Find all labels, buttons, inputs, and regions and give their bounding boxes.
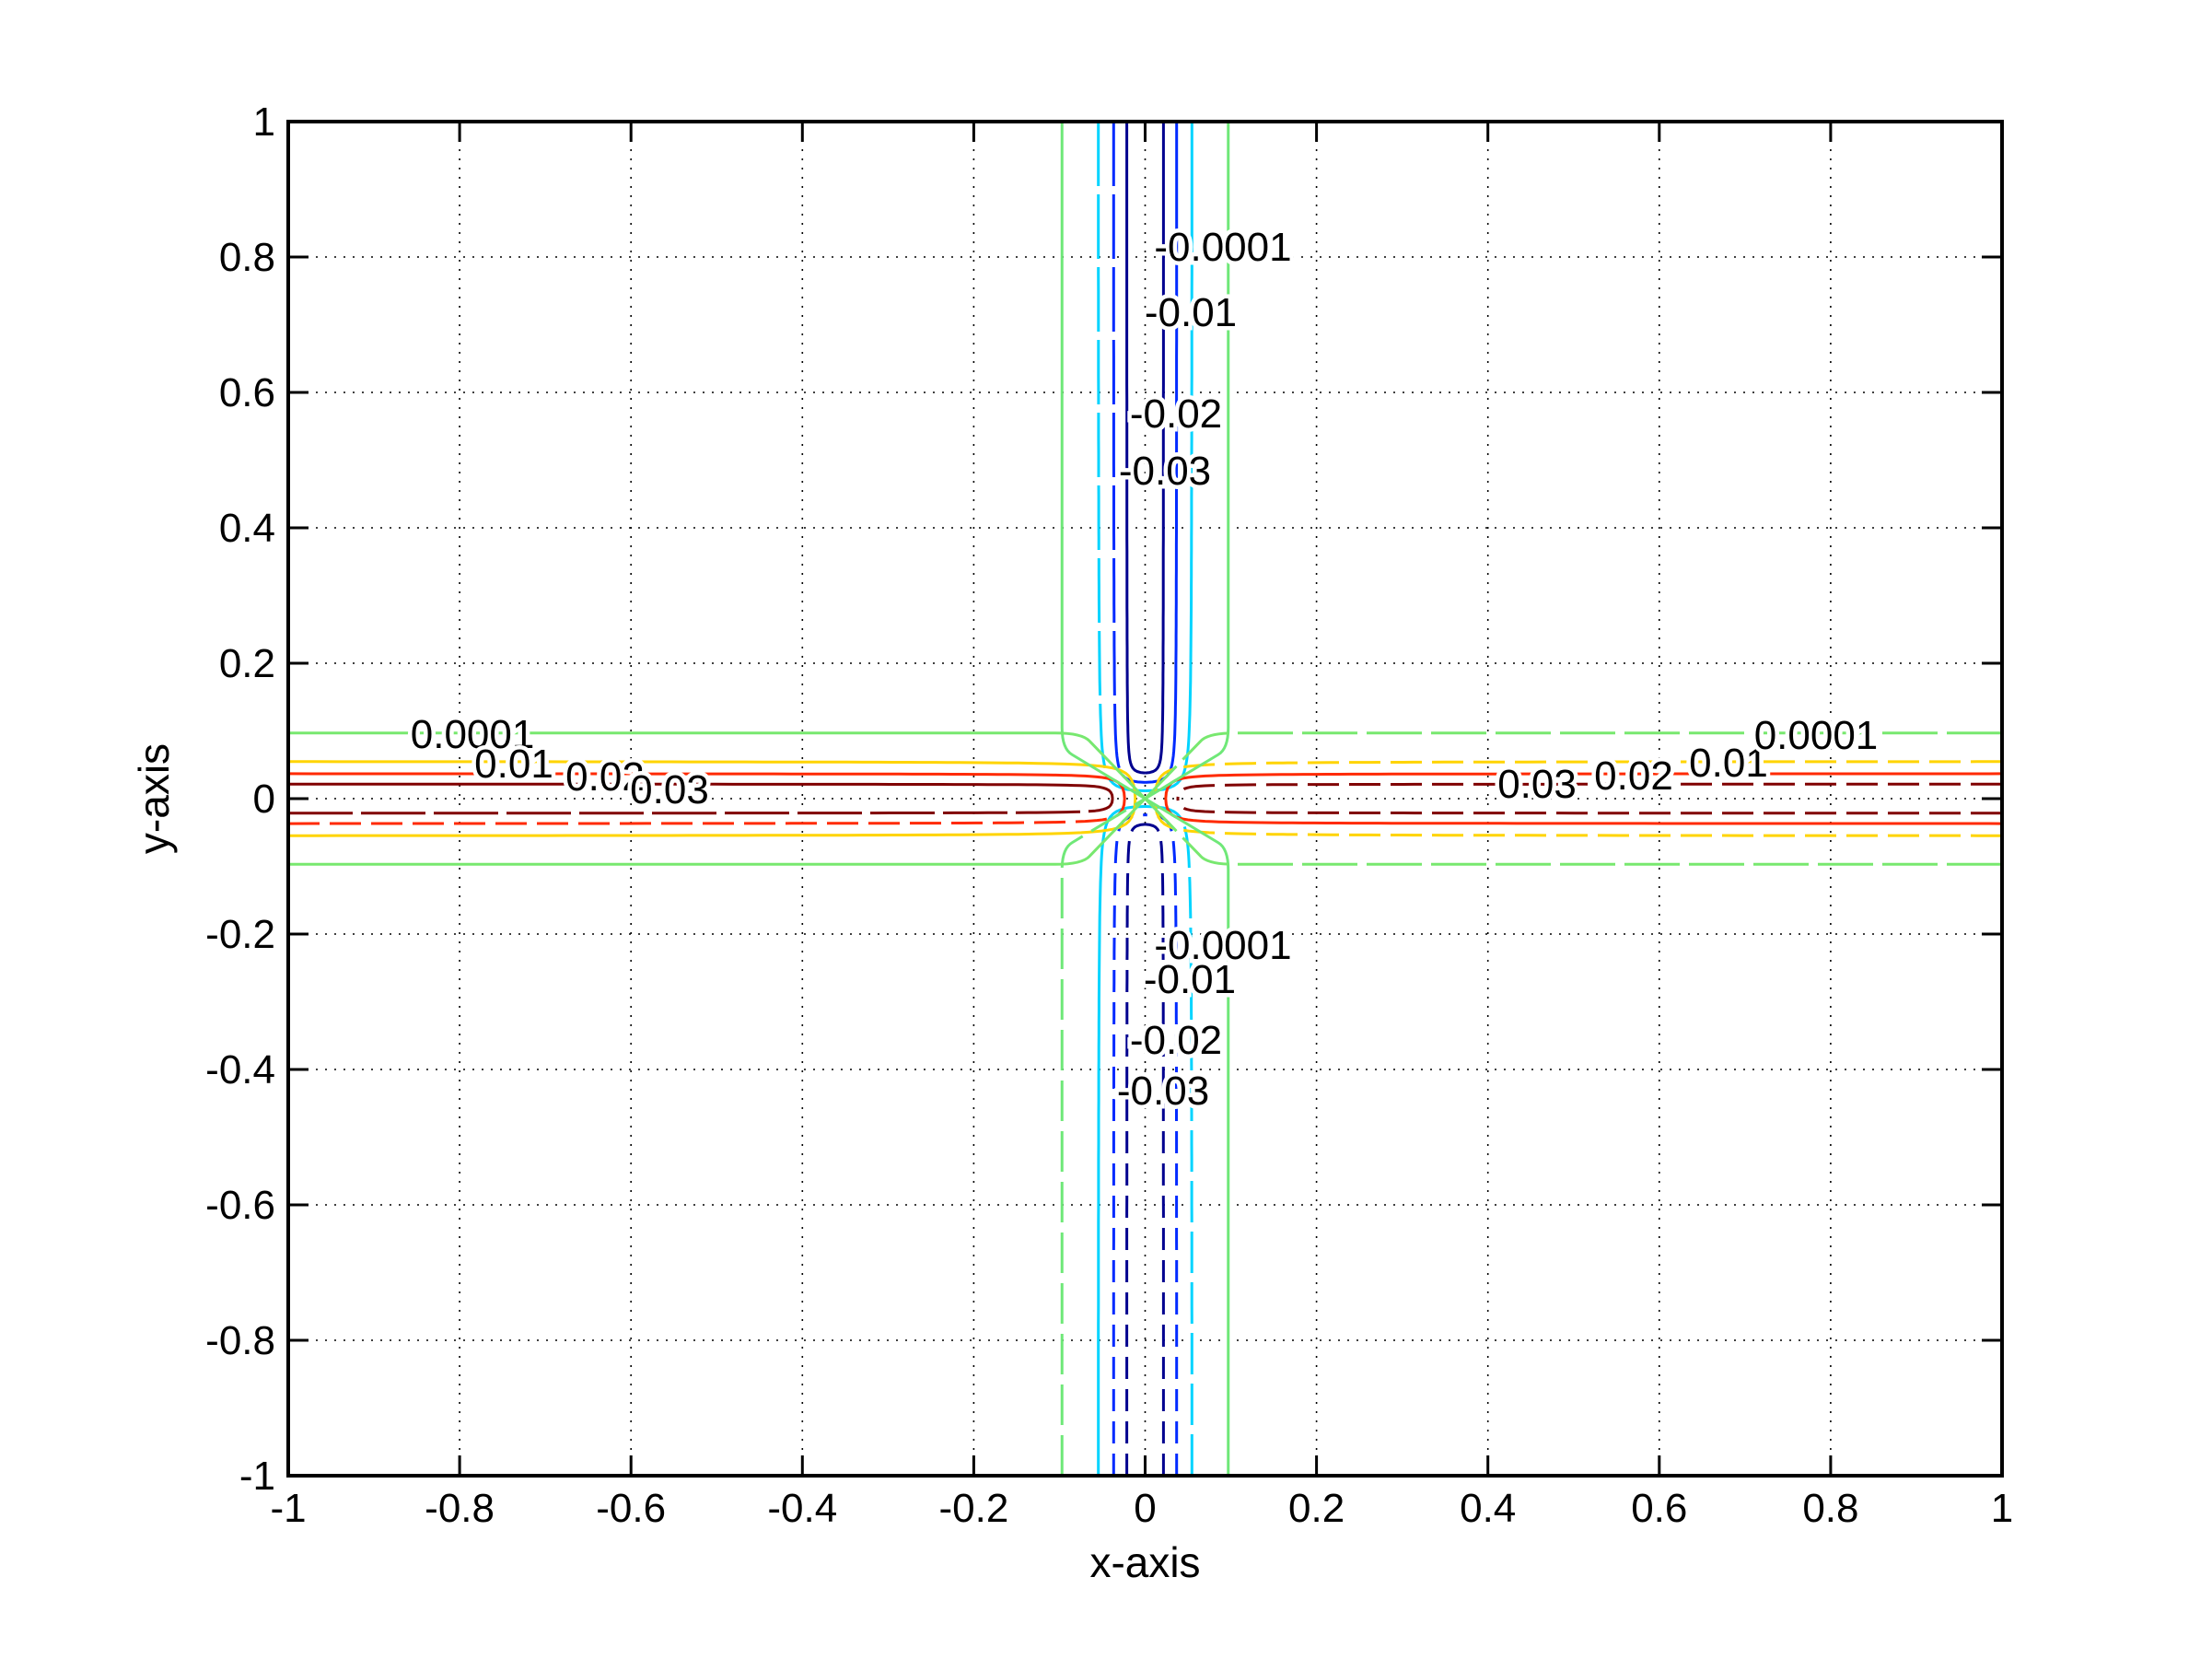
contour-label: 0.0001	[1754, 713, 1879, 758]
axes-frame	[286, 120, 2004, 1478]
contour-label: 0.01	[1689, 741, 1768, 786]
contour-line-0.03	[288, 798, 1114, 815]
contour-label: -0.01	[1145, 290, 1237, 335]
axis-titles: x-axis y-axis	[130, 743, 1201, 1586]
x-tick-label: 1	[1991, 1486, 2013, 1531]
contour-line-0.02	[287, 772, 1126, 800]
y-tick-label: -0.2	[205, 912, 275, 957]
contour-line-0.01	[1153, 798, 2002, 837]
contour-line--0.03	[1125, 823, 1146, 1476]
contour-label: 0.03	[1497, 762, 1577, 807]
contour-line-0.02	[287, 798, 1126, 825]
contour-line-0.01	[1153, 760, 2002, 800]
contour-lines	[287, 122, 2003, 1476]
contour-label: 0.0001	[411, 712, 535, 757]
x-axis-title: x-axis	[1089, 1538, 1200, 1586]
contour-line--0.03	[1145, 122, 1165, 775]
contour-line-0.03	[288, 782, 1114, 800]
contour-line--0.01	[1145, 122, 1193, 792]
contour-label: -0.02	[1130, 391, 1222, 437]
contour-line--0.01	[1097, 122, 1146, 792]
contour-label: 0.03	[630, 767, 709, 812]
tick-labels: -1 -0.8 -0.6 -0.4 -0.2 0 0.2 0.4 0.6 0.8 1 1 0.8 0.6 0…	[205, 99, 2013, 1531]
contour-line-0.0001	[288, 797, 1147, 866]
y-tick-label: -0.6	[205, 1183, 275, 1228]
x-tick-label: -0.8	[425, 1486, 495, 1531]
contour-label: 0.01	[474, 742, 553, 787]
y-tick-label: -1	[239, 1454, 275, 1499]
contour-label: -0.03	[1119, 449, 1211, 494]
contour-label: -0.03	[1117, 1069, 1209, 1114]
contour-line--0.02	[1112, 813, 1146, 1476]
contour-line-0.02	[1164, 798, 2003, 825]
contour-line--0.01	[1145, 805, 1193, 1476]
x-tick-label: -1	[270, 1486, 306, 1531]
contour-line-0.03	[1176, 782, 2002, 800]
x-tick-label: 0.2	[1288, 1486, 1345, 1531]
x-tick-label: -0.4	[767, 1486, 837, 1531]
contour-line-0.01	[288, 760, 1137, 800]
contour-label: -0.02	[1130, 1018, 1222, 1063]
contour-line-0.0001	[1144, 731, 2002, 800]
y-axis-title: y-axis	[130, 743, 178, 854]
contour-line--0.01	[1097, 805, 1146, 1476]
x-tick-label: 0	[1134, 1486, 1156, 1531]
y-tick-label: -0.4	[205, 1047, 275, 1092]
x-tick-label: -0.6	[596, 1486, 666, 1531]
x-tick-label: 0.6	[1631, 1486, 1687, 1531]
y-tick-label: -0.8	[205, 1318, 275, 1363]
contour-line-0.01	[288, 798, 1137, 837]
y-tick-label: 0.4	[219, 506, 275, 551]
contour-line--0.0001	[1144, 797, 1230, 1476]
contour-line--0.0001	[1060, 797, 1147, 1476]
contour-line--0.03	[1145, 823, 1165, 1476]
contour-label: 0.02	[1594, 754, 1673, 799]
contour-line--0.02	[1145, 122, 1179, 784]
contour-line--0.02	[1145, 813, 1179, 1476]
contour-label: -0.01	[1144, 957, 1236, 1002]
contour-labels: -0.0001-0.01-0.02-0.03-0.0001-0.01-0.02-…	[406, 221, 1882, 1118]
contour-line-0.02	[1164, 772, 2003, 800]
contour-line--0.0001	[1144, 122, 1230, 800]
contour-line--0.03	[1125, 122, 1146, 775]
contour-label: -0.0001	[1154, 225, 1291, 270]
contour-label: -0.0001	[1154, 923, 1291, 968]
contour-line--0.02	[1112, 122, 1146, 784]
x-tick-label: 0.4	[1460, 1486, 1516, 1531]
contour-line-0.03	[1176, 798, 2002, 815]
y-tick-label: 0.6	[219, 370, 275, 415]
y-tick-label: 0.8	[219, 235, 275, 280]
y-tick-label: 0.2	[219, 641, 275, 686]
contour-label: 0.02	[565, 754, 645, 800]
contour-line-0.0001	[1144, 797, 2002, 866]
contour-line-0.0001	[288, 731, 1147, 800]
y-tick-label: 1	[253, 99, 275, 145]
x-tick-label: -0.2	[938, 1486, 1008, 1531]
y-tick-label: 0	[253, 777, 275, 822]
contour-line--0.0001	[1060, 122, 1147, 800]
x-tick-label: 0.8	[1802, 1486, 1858, 1531]
